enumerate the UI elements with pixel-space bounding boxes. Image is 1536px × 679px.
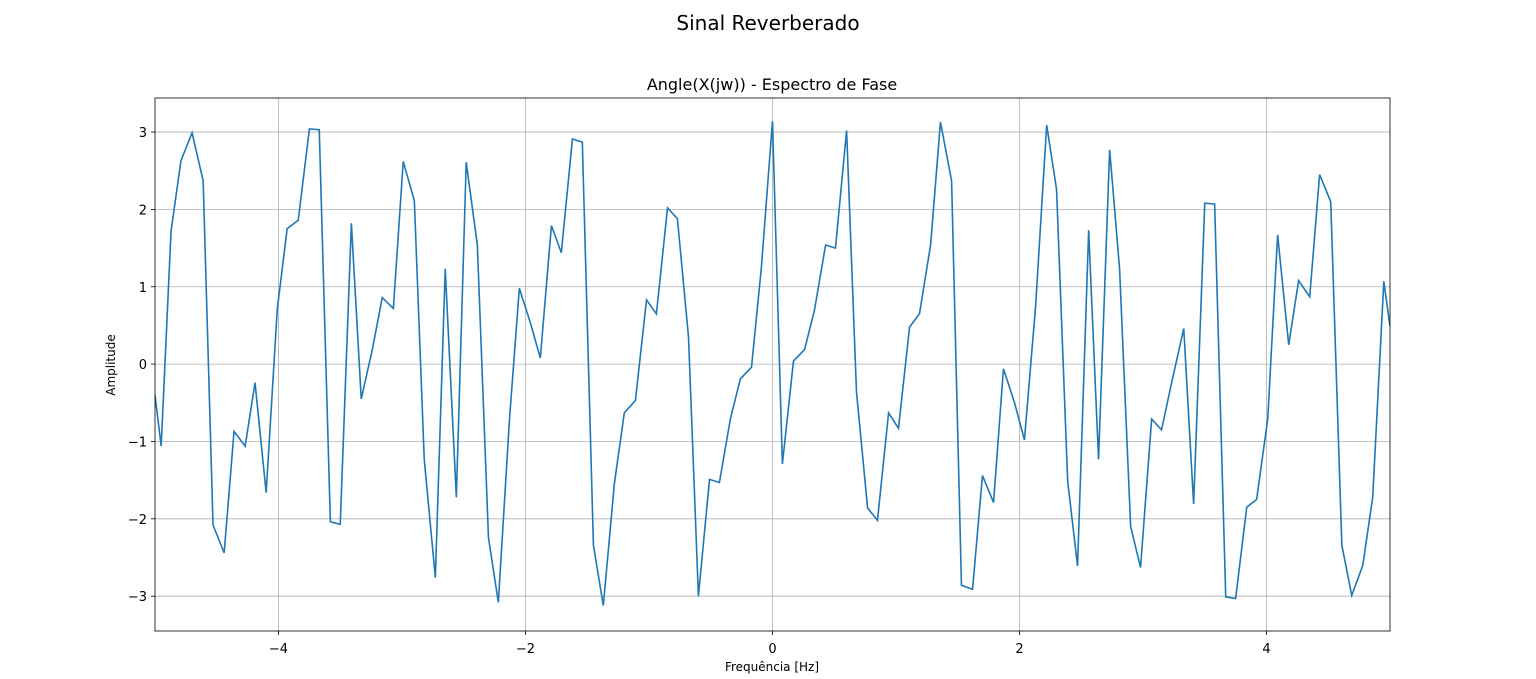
x-tick-label: −2 <box>516 642 535 657</box>
y-tick-label: 0 <box>139 358 147 373</box>
y-tick-label: 3 <box>139 126 147 141</box>
x-tick-label: 4 <box>1262 642 1270 657</box>
y-tick-label: −1 <box>128 435 147 450</box>
x-tick-label: 2 <box>1015 642 1023 657</box>
y-tick-label: 1 <box>139 281 147 296</box>
x-tick-label: 0 <box>768 642 776 657</box>
y-tick-label: −2 <box>128 513 147 528</box>
plot-frame <box>154 97 1391 632</box>
y-tick-label: 2 <box>139 203 147 218</box>
chart-title: Angle(X(jw)) - Espectro de Fase <box>647 75 897 94</box>
x-tick-label: −4 <box>269 642 288 657</box>
y-tick-label: −3 <box>128 590 147 605</box>
x-axis-label: Frequência [Hz] <box>725 660 819 674</box>
data-line <box>155 121 1390 606</box>
y-axis-label: Amplitude <box>104 334 118 396</box>
suptitle: Sinal Reverberado <box>676 11 859 35</box>
